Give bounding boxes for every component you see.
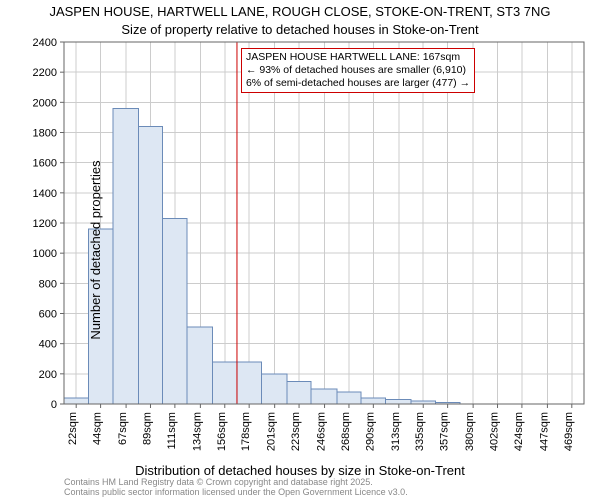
annotation-line1: JASPEN HOUSE HARTWELL LANE: 167sqm <box>246 51 470 64</box>
footer-line2: Contains public sector information licen… <box>64 488 408 498</box>
y-axis-label: Number of detached properties <box>88 160 103 339</box>
svg-text:2000: 2000 <box>33 97 57 109</box>
histogram-bar <box>261 374 287 404</box>
svg-text:1000: 1000 <box>33 248 57 260</box>
histogram-bar <box>138 126 162 404</box>
x-tick-label: 111sqm <box>166 412 178 450</box>
x-tick-label: 313sqm <box>390 412 402 451</box>
x-tick-label: 268sqm <box>340 412 352 451</box>
x-tick-label: 290sqm <box>364 412 376 451</box>
chart-container: JASPEN HOUSE, HARTWELL LANE, ROUGH CLOSE… <box>0 0 600 500</box>
histogram-bar <box>287 381 311 404</box>
x-tick-label: 357sqm <box>439 412 451 451</box>
x-tick-label: 22sqm <box>67 412 79 445</box>
svg-text:200: 200 <box>39 369 57 381</box>
svg-text:0: 0 <box>51 399 57 411</box>
svg-text:2200: 2200 <box>33 67 57 79</box>
svg-text:600: 600 <box>39 309 57 321</box>
histogram-bar <box>361 398 385 404</box>
annotation-line2: ← 93% of detached houses are smaller (6,… <box>246 64 470 77</box>
x-tick-label: 424sqm <box>513 412 525 451</box>
x-tick-label: 469sqm <box>563 412 575 451</box>
chart-title-line1: JASPEN HOUSE, HARTWELL LANE, ROUGH CLOSE… <box>0 4 600 19</box>
histogram-bar <box>113 108 139 404</box>
svg-text:1600: 1600 <box>33 158 57 170</box>
chart-footer: Contains HM Land Registry data © Crown c… <box>64 478 408 498</box>
x-tick-label: 89sqm <box>141 412 153 445</box>
histogram-bar <box>163 218 187 404</box>
svg-text:400: 400 <box>39 339 57 351</box>
svg-text:2400: 2400 <box>33 37 57 49</box>
svg-text:800: 800 <box>39 278 57 290</box>
x-tick-label: 402sqm <box>489 412 501 451</box>
x-tick-label: 134sqm <box>191 412 203 451</box>
histogram-bar <box>237 362 261 404</box>
svg-text:1800: 1800 <box>33 128 57 140</box>
chart-title-line2: Size of property relative to detached ho… <box>0 22 600 37</box>
x-tick-label: 201sqm <box>266 412 278 451</box>
x-tick-label: 335sqm <box>414 412 426 451</box>
histogram-bar <box>311 389 337 404</box>
annotation-box: JASPEN HOUSE HARTWELL LANE: 167sqm ← 93%… <box>241 48 475 93</box>
x-tick-label: 380sqm <box>464 412 476 451</box>
x-tick-label: 178sqm <box>240 412 252 451</box>
x-tick-label: 447sqm <box>538 412 550 451</box>
x-tick-label: 223sqm <box>290 412 302 451</box>
x-tick-label: 246sqm <box>316 412 328 451</box>
histogram-bar <box>187 327 213 404</box>
x-axis-label: Distribution of detached houses by size … <box>0 463 600 478</box>
histogram-bar <box>213 362 237 404</box>
svg-text:1400: 1400 <box>33 188 57 200</box>
x-tick-label: 44sqm <box>92 412 104 445</box>
x-tick-label: 67sqm <box>117 412 129 445</box>
histogram-bar <box>64 398 88 404</box>
histogram-bar <box>337 392 361 404</box>
x-tick-label: 156sqm <box>216 412 228 451</box>
annotation-line3: 6% of semi-detached houses are larger (4… <box>246 77 470 90</box>
histogram-bar <box>386 399 412 404</box>
svg-text:1200: 1200 <box>33 218 57 230</box>
